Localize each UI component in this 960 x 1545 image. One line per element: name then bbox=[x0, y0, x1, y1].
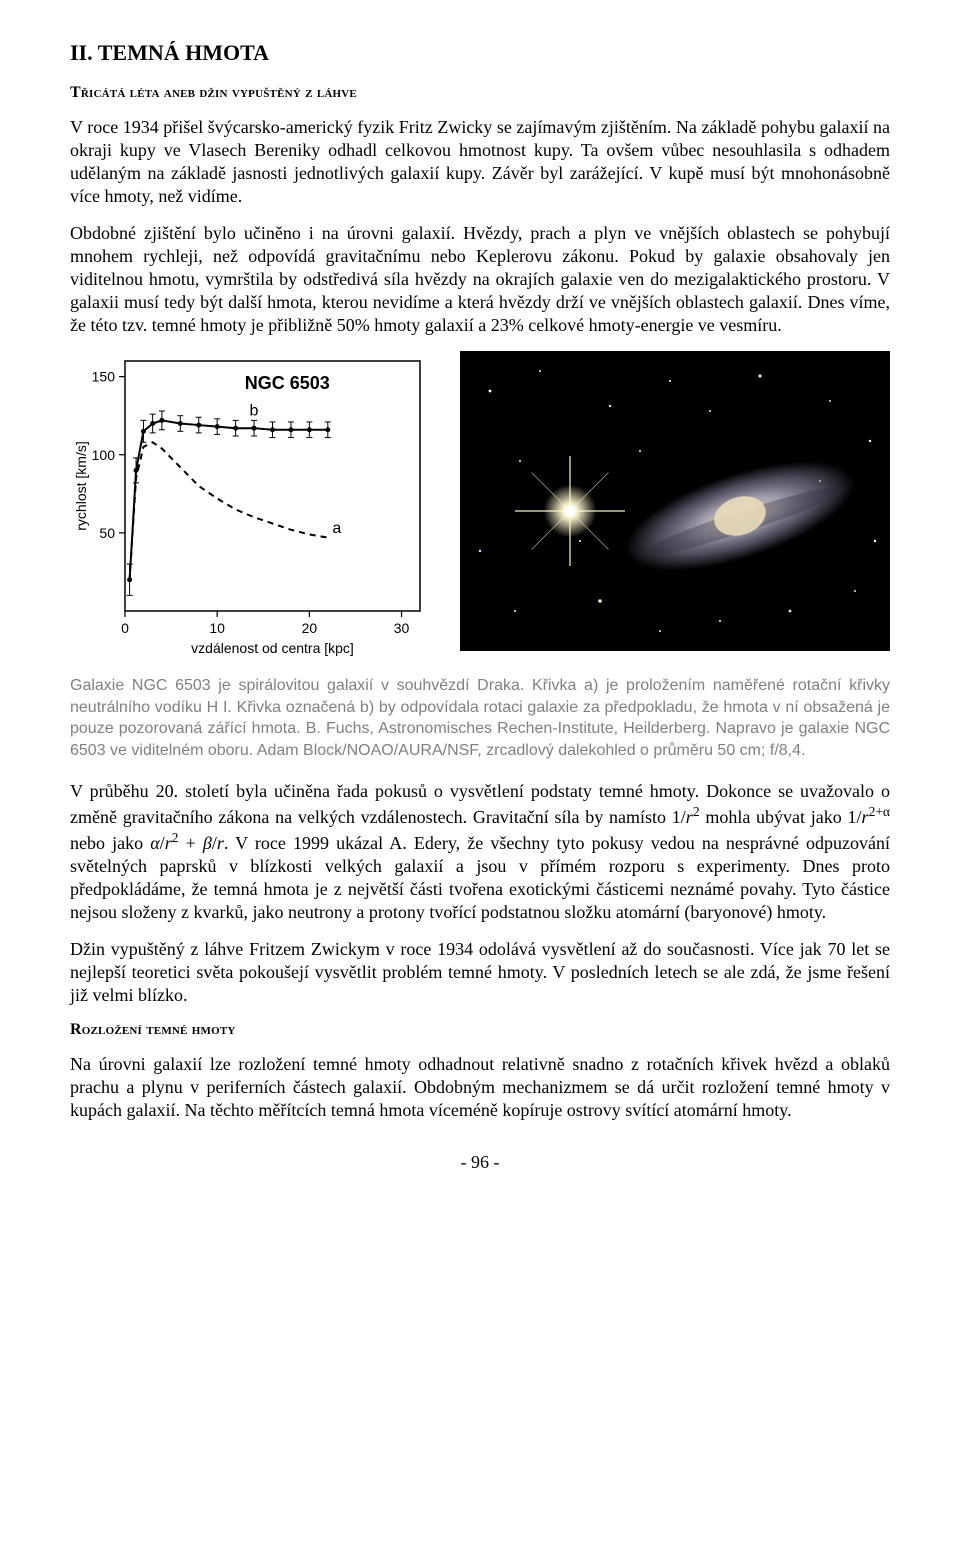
svg-text:rychlost [km/s]: rychlost [km/s] bbox=[73, 442, 89, 531]
p3-r2: r bbox=[862, 807, 869, 827]
subsection-heading-2: Rozložení temné hmoty bbox=[70, 1021, 890, 1039]
p3-plus: + bbox=[178, 833, 202, 853]
p3-r1: r bbox=[686, 807, 693, 827]
p3-beta: β bbox=[203, 833, 212, 853]
galaxy-photo bbox=[460, 351, 890, 651]
p3-mid2: nebo jako bbox=[70, 833, 150, 853]
p3-mid1: mohla ubývat jako 1/ bbox=[700, 807, 862, 827]
svg-text:NGC 6503: NGC 6503 bbox=[245, 373, 330, 393]
page-number: - 96 - bbox=[70, 1152, 890, 1173]
svg-text:20: 20 bbox=[302, 620, 318, 636]
section-title: II. TEMNÁ HMOTA bbox=[70, 40, 890, 66]
rotation-curve-chart: 0 10 20 30 50 100 150 vzdálenost od centra [kpc… bbox=[70, 351, 430, 661]
paragraph-1: V roce 1934 přišel švýcarsko-americký fy… bbox=[70, 116, 890, 208]
paragraph-4: Džin vypuštěný z láhve Fritzem Zwickym v… bbox=[70, 938, 890, 1007]
figure-caption: Galaxie NGC 6503 je spirálovitou galaxií… bbox=[70, 675, 890, 761]
svg-text:b: b bbox=[249, 403, 258, 420]
svg-text:150: 150 bbox=[92, 369, 116, 385]
svg-text:a: a bbox=[332, 520, 341, 537]
p3-exp1: 2 bbox=[693, 804, 700, 819]
subsection-heading-1: Třicátá léta aneb džin vypuštěný z láhve bbox=[70, 84, 890, 102]
page-container: II. TEMNÁ HMOTA Třicátá léta aneb džin v… bbox=[0, 0, 960, 1223]
svg-text:100: 100 bbox=[92, 447, 116, 463]
p3-exp2: 2+α bbox=[869, 804, 890, 819]
paragraph-5: Na úrovni galaxií lze rozložení temné hm… bbox=[70, 1053, 890, 1122]
p3-alpha: α bbox=[150, 833, 159, 853]
figure-row: 0 10 20 30 50 100 150 vzdálenost od centra [kpc… bbox=[70, 351, 890, 661]
p3-r3: r bbox=[165, 833, 172, 853]
p3-r4: r bbox=[217, 833, 224, 853]
svg-text:50: 50 bbox=[99, 525, 115, 541]
paragraph-3: V průběhu 20. století byla učiněna řada … bbox=[70, 780, 890, 924]
svg-text:0: 0 bbox=[121, 620, 129, 636]
svg-text:vzdálenost od centra [kpc]: vzdálenost od centra [kpc] bbox=[191, 640, 354, 656]
paragraph-2: Obdobné zjištění bylo učiněno i na úrovn… bbox=[70, 222, 890, 337]
svg-text:30: 30 bbox=[394, 620, 410, 636]
svg-text:10: 10 bbox=[209, 620, 225, 636]
